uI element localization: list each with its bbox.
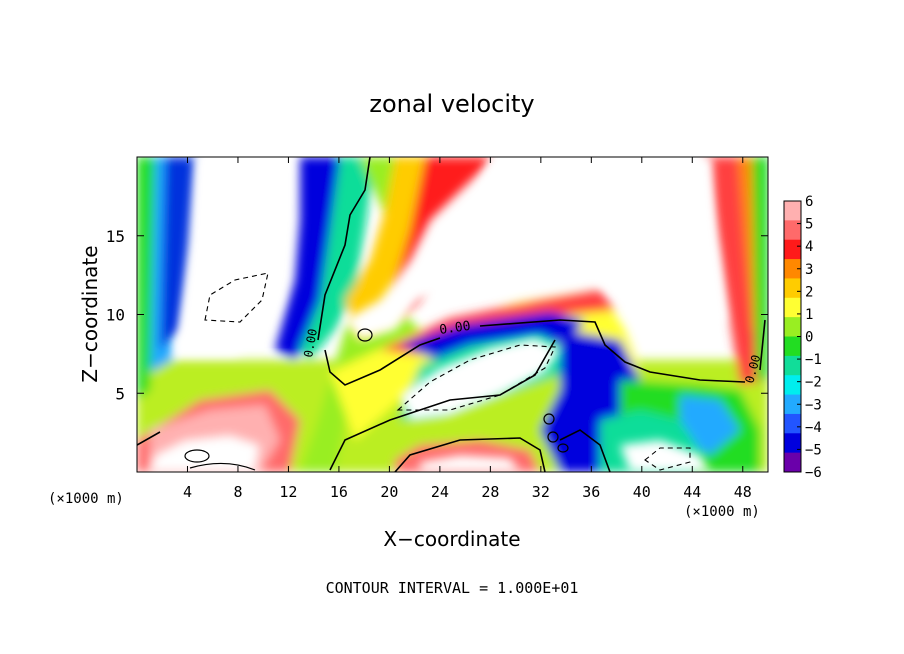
contour-interval-footer: CONTOUR INTERVAL = 1.000E+01	[326, 579, 579, 597]
x-tick-label: 44	[683, 483, 701, 501]
x-tick-label: 16	[330, 483, 348, 501]
out-of-range-areas	[150, 157, 725, 472]
plot-area: 0.00 0.00 0.00	[136, 156, 769, 473]
colorbar-swatch	[784, 375, 801, 396]
colorbar-label: 0	[805, 330, 813, 346]
x-axis: 4 8 12 16 20 24 28 32 36 40 44 48	[183, 157, 752, 501]
x-tick-label: 20	[380, 483, 398, 501]
contour-label: 0.00	[301, 328, 320, 359]
contour-label: 0.00	[438, 319, 471, 338]
y-axis: 5 10 15	[106, 227, 768, 403]
solid-small-contours	[184, 328, 569, 471]
x-tick-label: 24	[431, 483, 449, 501]
colorbar-swatch	[784, 336, 801, 357]
chart-title: zonal velocity	[369, 90, 534, 118]
colorbar-label: 3	[805, 262, 813, 278]
y-tick-label: 10	[106, 306, 125, 325]
x-tick-label: 12	[279, 483, 297, 501]
x-tick-label: 28	[481, 483, 499, 501]
colorbar-swatch	[784, 394, 801, 415]
colorbar-swatch	[784, 201, 801, 221]
colorbar-label: 4	[805, 239, 813, 255]
colorbar-label: −6	[805, 465, 822, 481]
y-tick-label: 5	[115, 384, 125, 403]
x-unit-right: (×1000 m)	[684, 504, 760, 520]
colorbar-swatch	[784, 259, 801, 279]
x-tick-label: 36	[582, 483, 600, 501]
colorbar-label: −3	[805, 397, 822, 413]
x-tick-label: 48	[734, 483, 752, 501]
x-tick-label: 4	[183, 483, 192, 501]
x-unit-left: (×1000 m)	[48, 491, 124, 507]
colorbar-label: −2	[805, 375, 822, 391]
dashed-contours	[204, 272, 691, 471]
colorbar-swatch	[784, 413, 801, 434]
x-tick-label: 8	[233, 483, 242, 501]
colorbar-swatch	[784, 317, 801, 337]
y-axis-label: Z−coordinate	[78, 245, 102, 382]
colorbar-swatch	[784, 355, 801, 376]
colorbar-label: 5	[805, 217, 813, 233]
colorbar-label: −1	[805, 352, 822, 368]
colorbar-swatch	[784, 278, 801, 299]
colorbar: 6 5 4 3 2 1 0 −1 −2 −3 −4 −5 −6	[783, 194, 822, 481]
colorbar-label: −4	[805, 420, 822, 436]
colorbar-label: 2	[805, 284, 813, 300]
colorbar-label: 1	[805, 307, 813, 323]
colorbar-swatch	[784, 220, 801, 241]
colorbar-swatch	[784, 433, 801, 454]
x-axis-label: X−coordinate	[383, 527, 520, 551]
colorbar-swatch	[784, 297, 801, 318]
colorbar-label: 6	[805, 194, 813, 210]
colorbar-swatch	[784, 452, 801, 473]
y-tick-label: 15	[106, 227, 125, 246]
contour-lines	[137, 157, 766, 472]
x-tick-label: 32	[532, 483, 550, 501]
colorbar-swatch	[784, 239, 801, 260]
x-tick-label: 40	[633, 483, 651, 501]
colorbar-label: −5	[805, 442, 822, 458]
